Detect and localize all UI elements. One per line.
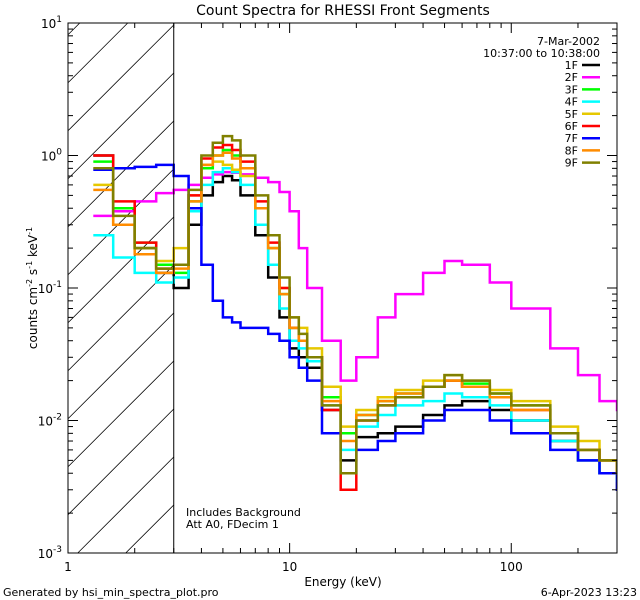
attenuator-hatch-region	[67, 22, 175, 554]
legend-label: 5F	[565, 108, 578, 121]
y-tick-label: 100	[41, 148, 62, 164]
hatch-line	[67, 22, 81, 36]
hatch-line	[67, 216, 175, 324]
annotation-background: Includes Background	[186, 506, 301, 519]
hatch-line	[67, 312, 175, 420]
x-axis-label: Energy (keV)	[304, 575, 381, 589]
series-line-2F	[93, 170, 617, 412]
hatch-line	[77, 456, 175, 554]
legend-label: 8F	[565, 144, 578, 157]
hatch-line	[67, 408, 175, 516]
footer-generated-by: Generated by hsi_min_spectra_plot.pro	[3, 586, 219, 599]
y-axis-label: counts cm-2 s-1 keV-1	[25, 227, 40, 349]
legend-label: 7F	[565, 132, 578, 145]
series-line-1F	[93, 154, 617, 492]
hatch-line	[67, 22, 129, 84]
legend-label: 1F	[565, 59, 578, 72]
axis-ticks	[67, 23, 618, 554]
x-tick-label: 100	[500, 560, 523, 574]
time-range-label: 10:37:00 to 10:38:00	[483, 47, 600, 60]
series-line-9F	[93, 134, 617, 475]
x-tick-label: 10	[282, 560, 297, 574]
hatch-line	[67, 24, 175, 132]
series-line-8F	[93, 151, 617, 475]
legend-label: 2F	[565, 71, 578, 84]
legend-label: 4F	[565, 96, 578, 109]
footer-timestamp: 6-Apr-2023 13:23	[541, 586, 637, 599]
hatch-line	[67, 168, 175, 276]
y-tick-label: 101	[41, 15, 62, 31]
legend-label: 9F	[565, 157, 578, 170]
hatch-line	[125, 504, 175, 554]
annotation-attenuator: Att A0, FDecim 1	[186, 518, 279, 531]
hatch-line	[67, 120, 175, 228]
x-tick-label: 1	[64, 560, 72, 574]
x-tick-labels: 1 10 100	[64, 560, 523, 574]
y-tick-label: 10-1	[38, 280, 62, 296]
y-tick-labels: 10-3 10-2 10-1 100 101	[38, 15, 63, 561]
legend-label: 6F	[565, 120, 578, 133]
legend-label: 3F	[565, 83, 578, 96]
hatch-line	[67, 264, 175, 372]
y-tick-label: 10-3	[38, 545, 62, 561]
spectra-series	[93, 134, 617, 492]
hatch-line	[67, 72, 175, 180]
chart-title: Count Spectra for RHESSI Front Segments	[196, 3, 490, 19]
hatch-line	[67, 360, 175, 468]
series-line-4F	[93, 167, 617, 483]
date-label: 7-Mar-2002	[537, 35, 600, 48]
y-tick-label: 10-2	[38, 413, 62, 429]
